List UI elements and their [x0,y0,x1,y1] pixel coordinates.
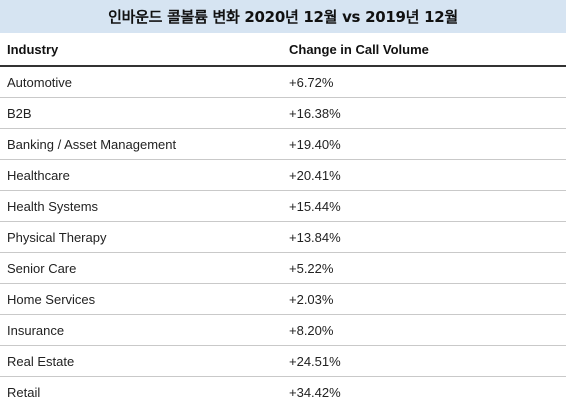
change-cell: +15.44% [282,190,566,222]
table-row: Insurance +8.20% [0,314,566,346]
table-row: Physical Therapy +13.84% [0,221,566,253]
industry-cell: Insurance [0,314,282,346]
change-cell: +8.20% [282,314,566,346]
industry-cell: Retail [7,384,41,400]
change-cell: +19.40% [282,128,566,160]
industry-cell: Health Systems [0,190,282,222]
industry-cell: Real Estate [0,345,282,377]
industry-cell: Physical Therapy [0,221,282,253]
table-row: Automotive +6.72% [0,66,566,98]
table-row: B2B +16.38% [0,97,566,129]
change-cell: +16.38% [282,97,566,129]
table-title: 인바운드 콜볼륨 변화 2020년 12월 vs 2019년 12월 [0,0,566,33]
change-cell: +6.72% [282,66,566,98]
industry-cell: Healthcare [0,159,282,191]
table-row: Home Services +2.03% [0,283,566,315]
column-header-change: Change in Call Volume [282,33,566,67]
table-row: Real Estate +24.51% [0,345,566,377]
change-cell: +20.41% [282,159,566,191]
header-row: Industry Change in Call Volume [0,33,566,67]
industry-cell: Senior Care [0,252,282,284]
change-cell: +34.42% [289,384,341,400]
table-row: Health Systems +15.44% [0,190,566,222]
change-cell: +24.51% [282,345,566,377]
industry-cell: B2B [0,97,282,129]
column-header-industry: Industry [0,33,282,67]
change-cell: +13.84% [282,221,566,253]
industry-cell: Banking / Asset Management [0,128,282,160]
industry-cell: Automotive [0,66,282,98]
table-row: Banking / Asset Management +19.40% [0,128,566,160]
table-row: Healthcare +20.41% [0,159,566,191]
table-row: Senior Care +5.22% [0,252,566,284]
call-volume-table: Industry Change in Call Volume Automotiv… [0,33,566,407]
change-cell: +5.22% [282,252,566,284]
table-row: Retail +34.42% [0,377,566,408]
industry-cell: Home Services [0,283,282,315]
change-cell: +2.03% [282,283,566,315]
